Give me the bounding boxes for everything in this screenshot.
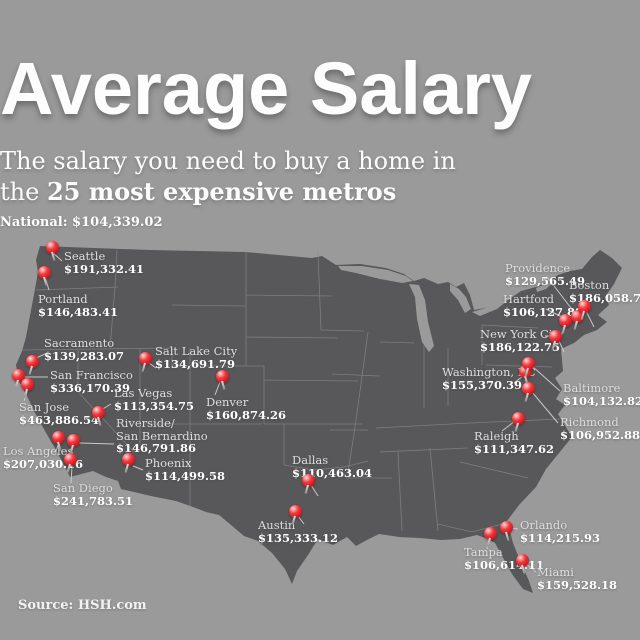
city-name: Austin	[258, 518, 296, 532]
label-las-vegas: Las Vegas $113,354.75	[114, 387, 194, 412]
city-salary: $139,283.07	[44, 348, 125, 363]
pin-san-francisco	[12, 369, 25, 382]
city-salary: $186,122.75	[480, 339, 561, 354]
pin-san-diego	[64, 453, 77, 466]
city-name: Seattle	[64, 249, 106, 263]
pin-austin	[289, 505, 302, 518]
city-name: Dallas	[292, 453, 329, 467]
city-salary: $114,499.58	[145, 468, 226, 483]
pin-riverside	[67, 434, 80, 447]
pin-miami	[516, 554, 529, 567]
city-name: Los Angeles	[3, 444, 74, 458]
label-miami: Miami $159,528.18	[537, 566, 617, 591]
label-tampa: Tampa $106,614.11	[464, 546, 544, 571]
source-credit: Source: HSH.com	[18, 598, 147, 613]
label-richmond: Richmond $106,952.88	[560, 416, 640, 441]
subtitle-prefix: the	[0, 178, 47, 206]
city-name: San Francisco	[50, 368, 133, 382]
city-name: Denver	[206, 395, 249, 409]
city-name: San Diego	[53, 481, 113, 495]
city-name: Orlando	[520, 518, 568, 532]
pin-orlando	[500, 521, 513, 534]
label-los-angeles: Los Angeles $207,030.16	[3, 445, 83, 470]
pin-providence	[571, 310, 584, 323]
city-name: Miami	[537, 565, 574, 579]
pin-dallas	[302, 474, 315, 487]
label-denver: Denver $160,874.26	[206, 396, 286, 421]
city-salary: $146,791.86	[116, 441, 197, 455]
us-map-outline	[16, 246, 622, 593]
city-salary: $111,347.62	[474, 441, 555, 456]
city-name: Portland	[38, 292, 88, 306]
pin-denver	[216, 370, 229, 383]
city-name: Salt Lake City	[155, 344, 238, 358]
subtitle-line1: The salary you need to buy a home in	[0, 147, 456, 175]
city-salary: $135,333.12	[258, 530, 339, 545]
subtitle-line2: the 25 most expensive metros	[0, 177, 640, 206]
label-salt-lake-city: Salt Lake City $134,691.79	[155, 345, 237, 370]
city-name: Las Vegas	[114, 386, 173, 400]
pin-hartford	[559, 314, 572, 327]
subtitle-bold: 25 most expensive metros	[46, 177, 397, 206]
label-san-francisco: San Francisco $336,170.39	[50, 369, 133, 394]
city-name: Boston	[569, 278, 610, 292]
pin-new-york-city	[549, 330, 562, 343]
pin-richmond	[522, 382, 535, 395]
pin-baltimore	[522, 357, 535, 370]
label-seattle: Seattle $191,332.41	[64, 250, 144, 275]
city-name: Tampa	[464, 545, 503, 559]
city-name: Baltimore	[563, 381, 621, 395]
city-salary: $463,886.54	[19, 412, 100, 427]
label-sacramento: Sacramento $139,283.07	[44, 337, 124, 362]
pin-raleigh	[512, 412, 525, 425]
label-baltimore: Baltimore $104,132.82	[563, 382, 640, 407]
label-riverside: Riverside/ San Bernardino $146,791.86	[116, 417, 208, 455]
pin-salt-lake-city	[139, 352, 152, 365]
city-salary: $155,370.39	[442, 377, 523, 392]
city-name: Richmond	[560, 415, 619, 429]
pin-boston	[578, 300, 591, 313]
city-salary: $106,614.11	[464, 557, 545, 572]
city-salary: $159,528.18	[537, 577, 618, 592]
pin-las-vegas	[92, 406, 105, 419]
label-austin: Austin $135,333.12	[258, 519, 338, 544]
great-lakes	[338, 266, 556, 352]
city-name: Riverside/ San Bernardino	[116, 416, 208, 443]
city-name: Phoenix	[145, 456, 192, 470]
city-salary: $146,483.41	[38, 304, 119, 319]
city-salary: $241,783.51	[53, 493, 134, 508]
label-san-jose: San Jose $463,886.54	[19, 401, 99, 426]
pin-portland	[38, 266, 51, 279]
pin-seattle	[46, 241, 59, 254]
city-name: Providence	[505, 261, 571, 275]
city-salary: $134,691.79	[155, 356, 236, 371]
city-salary: $104,132.82	[563, 393, 640, 408]
city-name: Hartford	[503, 292, 555, 306]
pin-los-angeles	[52, 431, 65, 444]
city-salary: $114,215.93	[520, 530, 601, 545]
pin-tampa	[484, 527, 497, 540]
pin-sacramento	[26, 355, 39, 368]
city-salary: $106,952.88	[560, 427, 640, 442]
city-name: Sacramento	[44, 336, 115, 350]
city-salary: $113,354.75	[114, 398, 195, 413]
label-san-diego: San Diego $241,783.51	[53, 482, 133, 507]
pin-san-jose	[21, 378, 34, 391]
city-salary: $207,030.16	[3, 456, 84, 471]
city-name: San Jose	[19, 400, 70, 414]
national-average: National: $104,339.02	[0, 215, 163, 230]
label-orlando: Orlando $114,215.93	[520, 519, 600, 544]
city-salary: $129,565.49	[505, 273, 586, 288]
label-phoenix: Phoenix $114,499.58	[145, 457, 225, 482]
city-name: Raleigh	[474, 429, 519, 443]
page-title: Average Salary	[0, 47, 533, 130]
city-salary: $191,332.41	[64, 261, 145, 276]
city-salary: $160,874.26	[206, 407, 287, 422]
label-raleigh: Raleigh $111,347.62	[474, 430, 554, 455]
city-salary: $336,170.39	[50, 380, 131, 395]
label-portland: Portland $146,483.41	[38, 293, 118, 318]
label-providence: Providence $129,565.49	[505, 262, 585, 287]
pin-phoenix	[122, 453, 135, 466]
